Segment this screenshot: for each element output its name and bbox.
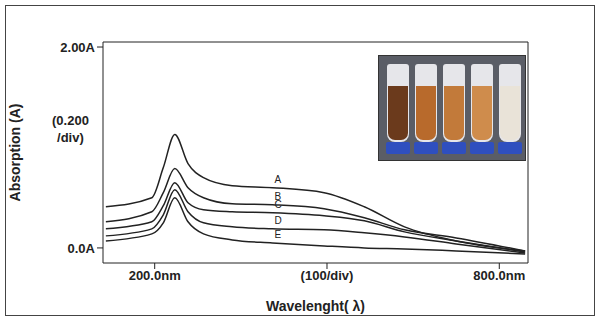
svg-text:D: D — [274, 215, 281, 226]
svg-text:800.0nm: 800.0nm — [473, 268, 525, 283]
svg-text:Absorption (A): Absorption (A) — [7, 104, 23, 202]
svg-text:E: E — [274, 229, 281, 240]
svg-text:B: B — [274, 190, 282, 202]
svg-text:C: C — [274, 199, 281, 210]
html-text:(0.200: (0.200 — [52, 113, 89, 128]
svg-text:2.00A: 2.00A — [60, 40, 95, 55]
svg-text:200.0nm: 200.0nm — [129, 268, 181, 283]
svg-text:A: A — [274, 174, 281, 185]
svg-text:Wavelenght( λ): Wavelenght( λ) — [266, 298, 365, 314]
svg-text:(100/div): (100/div) — [301, 268, 354, 283]
html-text:/div): /div) — [57, 130, 84, 145]
svg-text:0.0A: 0.0A — [68, 241, 96, 256]
